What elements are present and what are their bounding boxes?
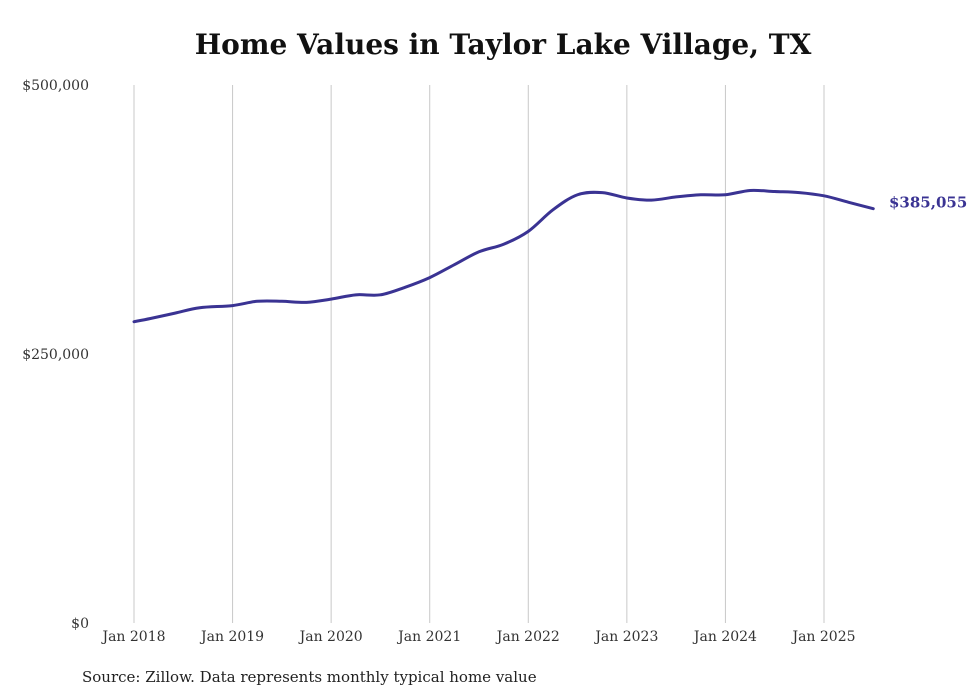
y-axis-ticks: $0 $250,000 $500,000	[22, 78, 89, 632]
source-note: Source: Zillow. Data represents monthly …	[82, 668, 537, 686]
end-value-label: $385,055	[889, 194, 967, 212]
x-tick-label: Jan 2021	[396, 629, 461, 645]
series-layer	[132, 188, 875, 324]
x-tick-label: Jan 2018	[100, 629, 165, 645]
x-tick-label: Jan 2022	[495, 629, 560, 645]
y-tick-label: $250,000	[22, 347, 89, 363]
x-axis-ticks: Jan 2018 Jan 2019 Jan 2020 Jan 2021 Jan 2022…	[100, 629, 855, 645]
x-tick-label: Jan 2024	[692, 629, 757, 645]
x-tick-label: Jan 2020	[298, 629, 363, 645]
end-label-layer: $385,055	[889, 194, 967, 212]
x-tick-label: Jan 2025	[790, 629, 855, 645]
grid-layer	[133, 85, 825, 623]
series-line	[132, 188, 875, 324]
x-tick-label: Jan 2023	[593, 629, 658, 645]
y-tick-label: $500,000	[22, 78, 89, 94]
y-tick-label: $0	[71, 616, 89, 632]
x-tick-label: Jan 2019	[199, 629, 264, 645]
chart-title: Home Values in Taylor Lake Village, TX	[194, 28, 812, 61]
